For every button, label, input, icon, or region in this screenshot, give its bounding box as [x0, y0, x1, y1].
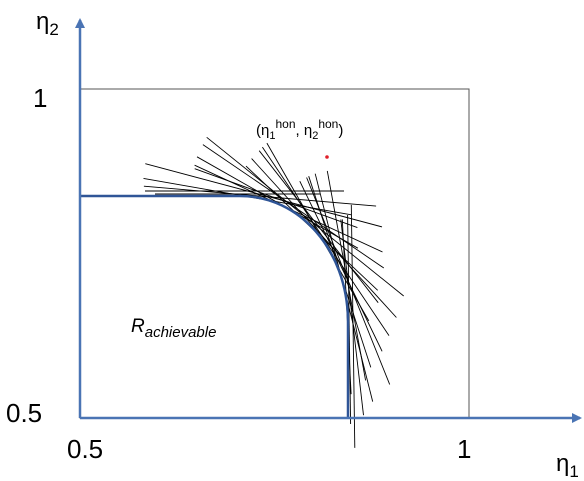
x-axis-label: η1 — [556, 450, 579, 481]
region-label: Rachievable — [131, 316, 216, 341]
honest-point-label: (η1hon, η2hon) — [256, 117, 343, 142]
y-axis-label: η2 — [36, 8, 59, 39]
supporting-line — [262, 146, 390, 336]
y-tick-max: 1 — [33, 83, 47, 113]
supporting-line — [143, 185, 377, 207]
supporting-line — [350, 204, 356, 448]
y-tick-min: 0.5 — [6, 398, 42, 428]
honest-point — [325, 155, 329, 159]
supporting-line — [340, 219, 364, 416]
supporting-line — [145, 163, 383, 228]
x-tick-min: 0.5 — [67, 434, 103, 464]
x-tick-max: 1 — [457, 434, 471, 464]
supporting-line — [326, 170, 367, 381]
supporting-line — [299, 181, 383, 352]
supporting-line — [206, 136, 404, 297]
supporting-line — [202, 144, 385, 269]
supporting-line — [194, 168, 358, 229]
supporting-line — [258, 150, 379, 303]
achievable-region-boundary — [80, 194, 350, 418]
supporting-lines — [143, 136, 404, 448]
